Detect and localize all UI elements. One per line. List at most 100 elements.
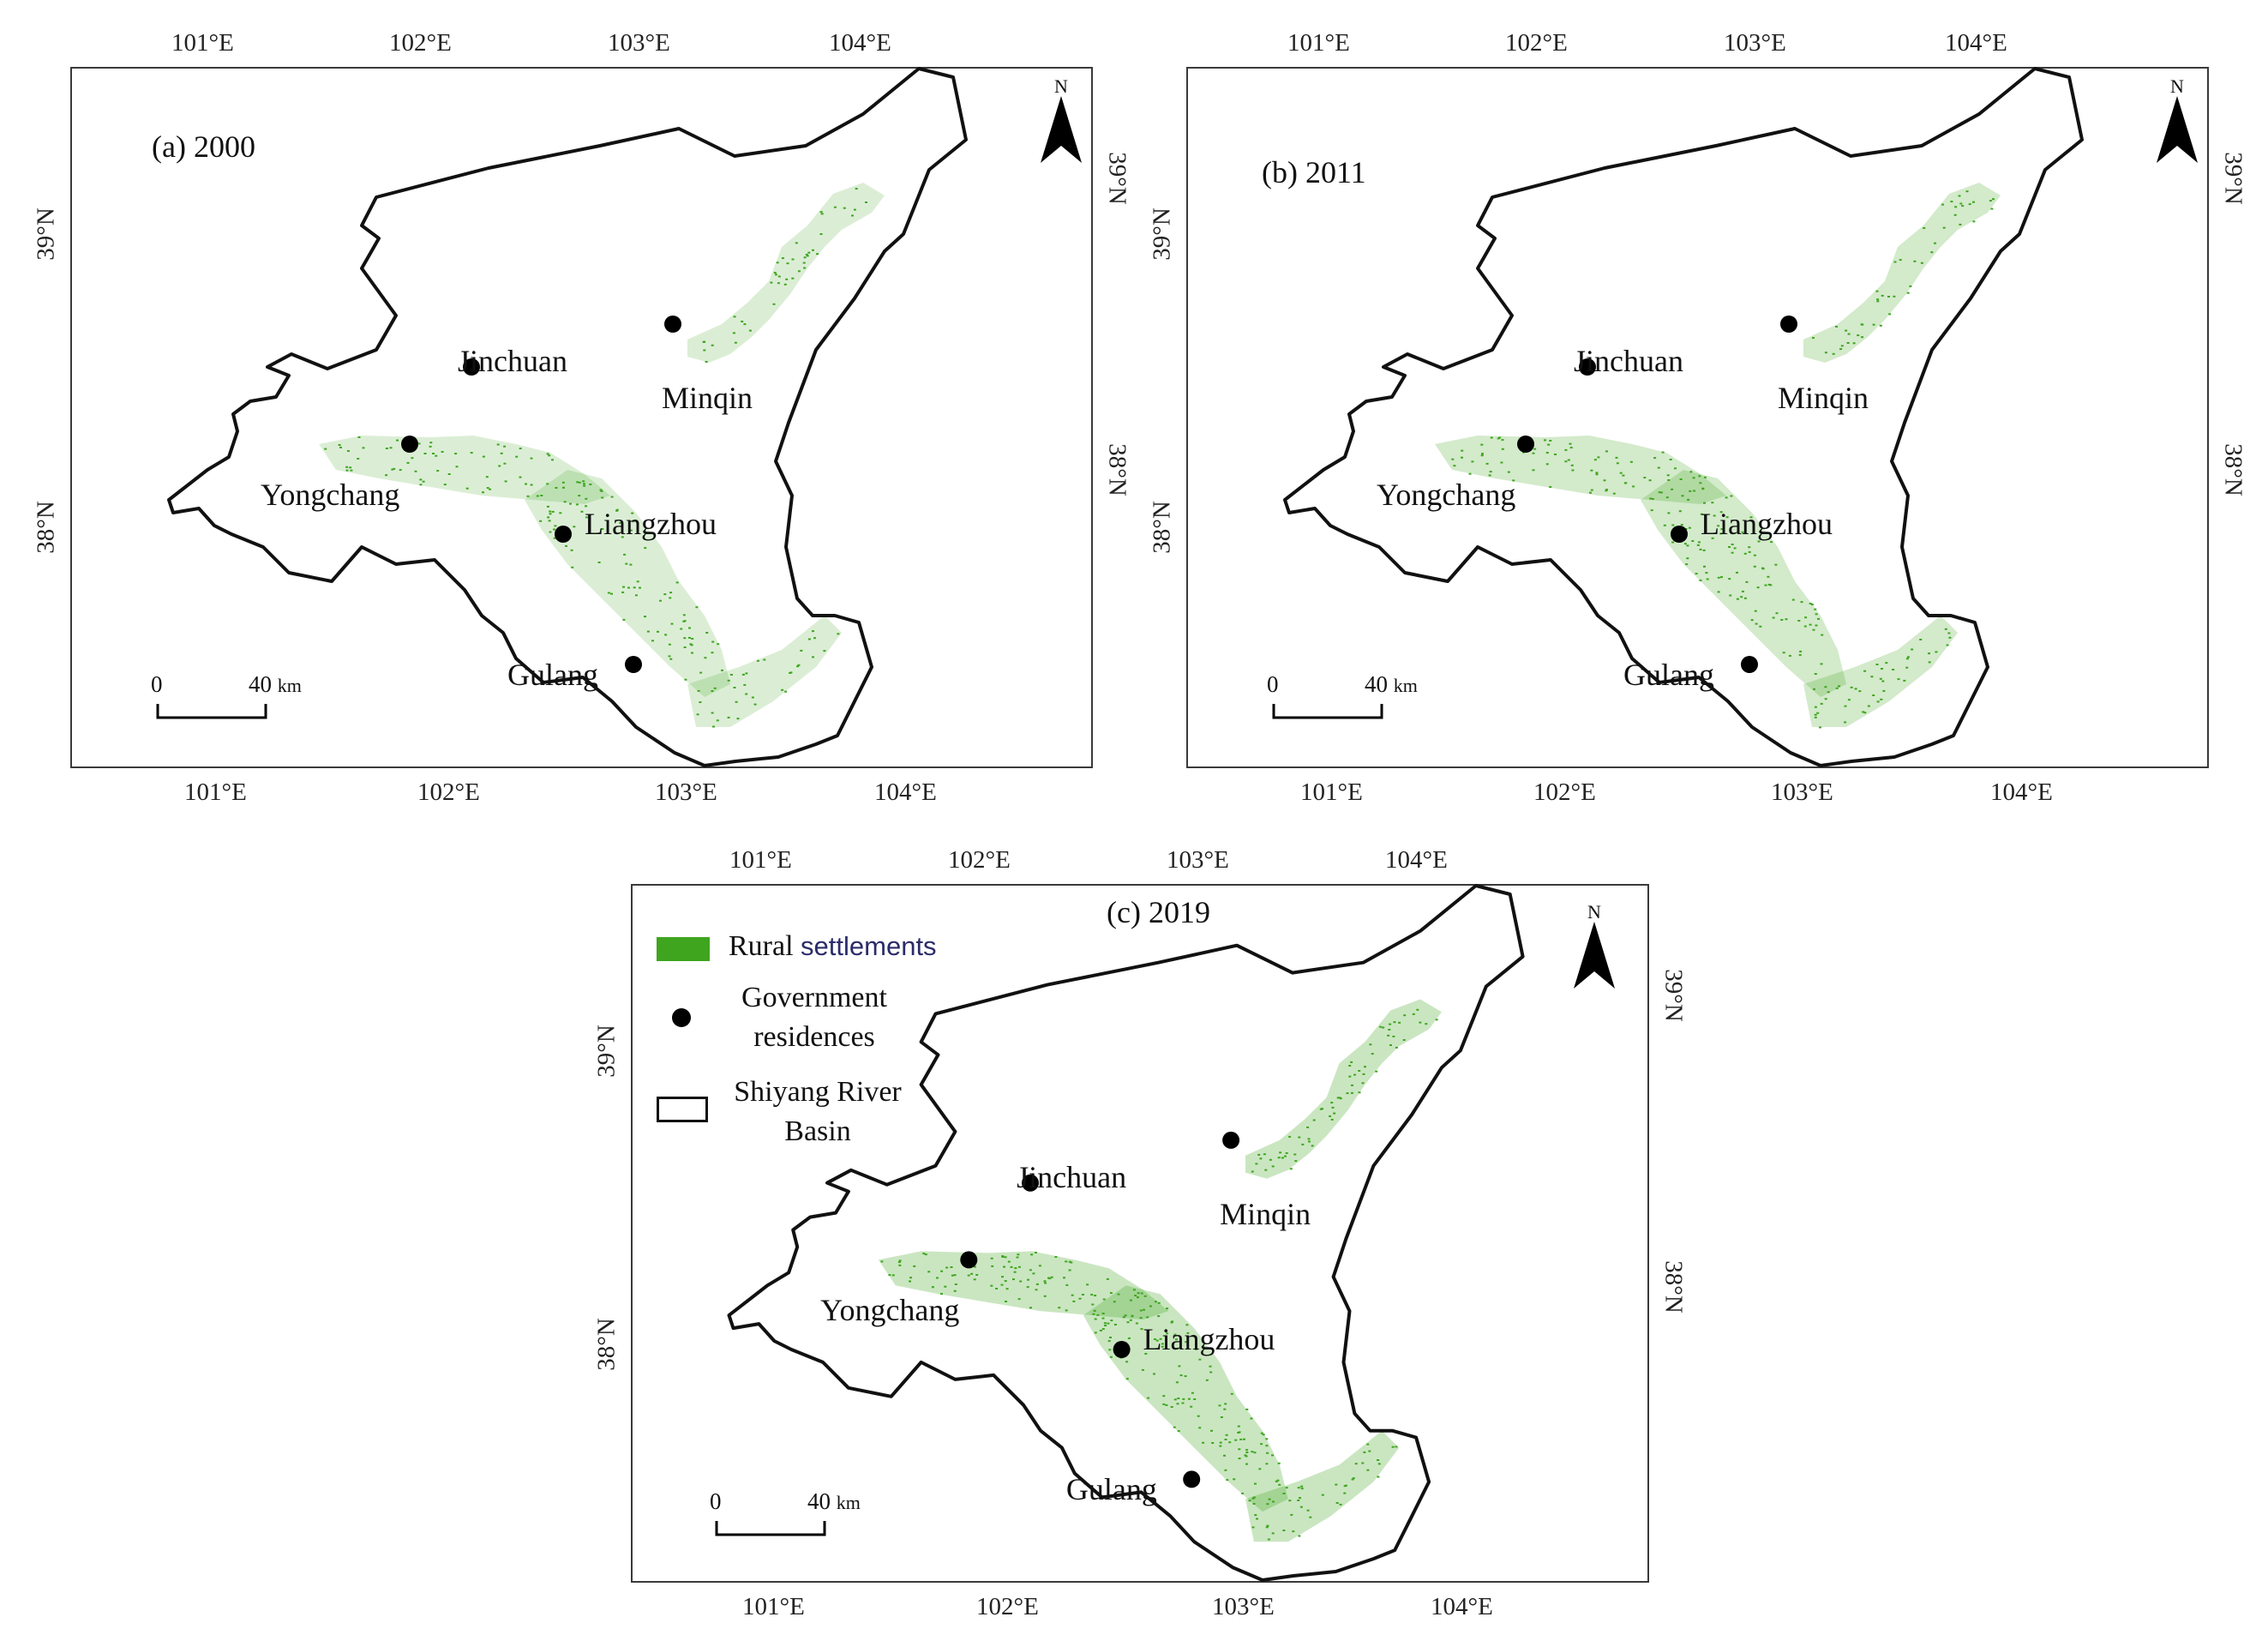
settlement-patch (575, 503, 579, 506)
government-residence-dot (1579, 358, 1596, 376)
settlement-patch (1265, 1463, 1269, 1465)
settlement-patch (559, 512, 562, 514)
settlement-patch (1331, 1106, 1335, 1109)
scale-end-label: 40 km (249, 671, 302, 698)
settlement-patch (880, 1260, 884, 1263)
rural-settlement-area (687, 183, 885, 363)
settlement-patch (1265, 1438, 1269, 1440)
settlement-patch (1748, 546, 1751, 549)
settlement-patch (1191, 1392, 1194, 1394)
settlement-patch (1839, 348, 1843, 351)
settlement-patch (1366, 1443, 1370, 1446)
settlement-patch (562, 486, 565, 489)
settlement-patch (1266, 1452, 1269, 1454)
settlement-patch (436, 470, 440, 472)
settlement-patch (1743, 552, 1747, 555)
settlement-patch (1759, 625, 1762, 628)
settlement-patch (1358, 1091, 1361, 1094)
settlement-patch (951, 1274, 954, 1277)
settlement-patch (350, 469, 353, 472)
settlement-patch (1210, 1429, 1213, 1432)
north-arrow-icon (1041, 96, 1082, 163)
settlement-patch (1187, 1398, 1191, 1400)
settlement-patch (1321, 1494, 1324, 1496)
settlement-patch (670, 622, 674, 625)
settlement-patch (423, 453, 427, 454)
settlement-patch (1288, 1135, 1292, 1138)
settlement-patch (1490, 436, 1493, 439)
settlement-patch (1043, 1295, 1047, 1297)
scale-end-value: 40 (1365, 671, 1388, 697)
settlement-patch (1817, 617, 1820, 620)
settlement-patch (763, 658, 766, 661)
city-label-minqin: Minqin (1778, 381, 1869, 415)
settlement-patch (1364, 1066, 1366, 1068)
settlement-patch (1101, 1313, 1105, 1314)
settlement-patch (1369, 1043, 1372, 1046)
settlement-patch (664, 634, 668, 636)
settlement-patch (1239, 1438, 1243, 1440)
government-residence-dot (960, 1251, 978, 1269)
settlement-patch (1569, 447, 1573, 449)
settlement-patch (1699, 548, 1702, 550)
settlement-patch (1844, 705, 1847, 707)
rural-settlement-area (878, 1251, 1169, 1320)
settlement-patch (1173, 1333, 1177, 1336)
settlement-patch (1289, 1168, 1293, 1170)
settlement-patch (349, 466, 352, 469)
settlement-patch (1029, 1307, 1032, 1309)
settlement-patch (1335, 1483, 1338, 1486)
settlement-patch (1920, 261, 1923, 264)
settlement-patch (953, 1289, 957, 1292)
settlement-patch (1847, 333, 1851, 335)
lon-tick-bottom: 103°E (1212, 1593, 1275, 1620)
settlement-patch (546, 505, 549, 508)
lon-tick-top: 102°E (948, 846, 1011, 874)
settlement-patch (1174, 1338, 1178, 1341)
settlement-patch (1698, 475, 1701, 478)
government-residence-dot (1183, 1470, 1201, 1488)
settlement-patch (1267, 1538, 1270, 1541)
settlement-patch (1720, 528, 1724, 531)
city-label-liangzhou: Liangzhou (1143, 1322, 1275, 1357)
settlement-patch (940, 1293, 943, 1295)
settlement-patch (1665, 496, 1669, 499)
settlement-patch (675, 581, 679, 584)
settlement-patch (1393, 1021, 1396, 1024)
settlement-patch (1846, 342, 1850, 344)
settlement-patch (1233, 1478, 1236, 1481)
scale-start-label: 0 (151, 671, 163, 697)
settlement-patch (1899, 259, 1902, 261)
settlement-patch (1122, 1316, 1125, 1319)
settlement-patch (1824, 698, 1827, 700)
basin-map (727, 884, 1525, 1582)
settlement-patch (1403, 1014, 1407, 1017)
settlement-patch (1153, 1373, 1155, 1375)
city-label-minqin: Minqin (1220, 1196, 1311, 1231)
settlement-patch (1245, 1449, 1249, 1452)
settlement-patch (1143, 1308, 1145, 1311)
settlement-patch (1050, 1276, 1053, 1278)
legend-item-shiyang-river-basin: Shiyang River Basin (657, 1073, 965, 1151)
settlement-patch (1282, 1493, 1286, 1494)
settlement-patch (597, 562, 601, 563)
lon-tick-top: 103°E (1167, 846, 1229, 874)
settlement-patch (990, 1284, 993, 1287)
settlement-patch (1570, 464, 1574, 466)
settlement-patch (1893, 295, 1896, 298)
settlement-patch (1950, 201, 1953, 203)
settlement-patch (1840, 345, 1844, 347)
settlement-patch (1741, 590, 1744, 592)
settlement-patch (1285, 1487, 1288, 1489)
settlement-patch (1845, 329, 1848, 332)
settlement-patch (1687, 498, 1690, 501)
settlement-patch (691, 638, 694, 640)
settlement-patch (820, 213, 824, 215)
settlement-patch (1597, 456, 1600, 459)
settlement-patch (1070, 1261, 1073, 1264)
settlement-patch (1816, 712, 1820, 714)
settlement-patch (1953, 213, 1957, 216)
settlement-patch (1972, 220, 1976, 223)
lon-tick-bottom: 101°E (184, 778, 247, 806)
settlement-patch (553, 528, 555, 531)
